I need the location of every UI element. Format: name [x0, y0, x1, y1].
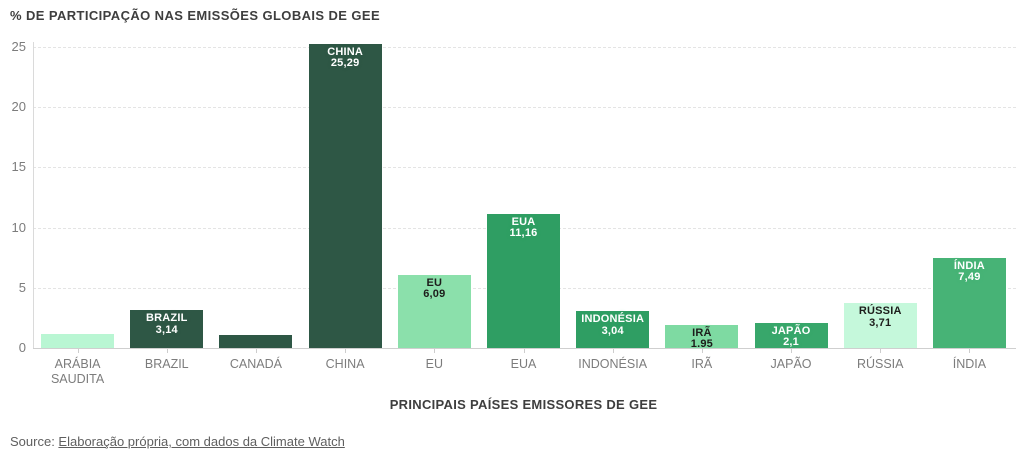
y-tick-label: 25	[11, 39, 26, 54]
bar-number-line: 1.95	[690, 338, 713, 351]
bar-number-line: 6,09	[423, 288, 446, 301]
bar-name-line: EUA	[511, 215, 536, 228]
chart-title: % DE PARTICIPAÇÃO NAS EMISSÕES GLOBAIS D…	[10, 8, 381, 23]
bar	[397, 274, 471, 348]
x-tick-mark	[612, 349, 614, 353]
x-tick-label: EU	[425, 357, 443, 371]
y-tick-label: 20	[11, 99, 26, 115]
x-tick-label: ÍNDIA	[952, 357, 987, 371]
bar-name-line: ÍNDIA	[953, 259, 985, 272]
bar-name-line: JAPÃO	[771, 324, 811, 337]
gridline	[33, 47, 1016, 48]
x-tick-mark	[77, 349, 79, 353]
x-axis-line	[33, 348, 1016, 349]
bar	[487, 213, 560, 348]
bar	[219, 334, 293, 348]
bar-value-label: EUA 11,16	[475, 215, 572, 240]
x-tick-label: IRÃ	[691, 357, 713, 371]
gridline	[33, 167, 1016, 169]
x-tick-label: INDONÉSIA	[578, 357, 648, 371]
gridline	[33, 107, 1016, 109]
bar-value-label: JAPÃO 2,1	[743, 324, 840, 349]
bar	[576, 311, 650, 348]
y-tick-label: 15	[11, 159, 26, 175]
x-tick-mark	[166, 349, 168, 353]
bar-value-label: CHINA 25,29	[297, 45, 394, 70]
bar-name-line: BRAZIL	[146, 312, 188, 325]
bar-value-label: ÍNDIA 7,49	[921, 259, 1018, 284]
bar-value-label: INDONÉSIA 3,04	[564, 314, 661, 337]
x-axis-title: PRINCIPAIS PAÍSES EMISSORES DE GEE	[389, 397, 658, 412]
x-tick-mark	[701, 349, 703, 353]
x-tick-label: JAPÃO	[770, 357, 812, 371]
bar-number-line: 3,14	[155, 323, 178, 336]
source-prefix: Source:	[10, 434, 59, 449]
x-tick-label: CHINA	[325, 357, 365, 371]
bar	[754, 322, 828, 348]
bar-name-line: RÚSSIA	[858, 305, 902, 318]
bar-number-line: 2,1	[783, 336, 799, 349]
bar	[665, 324, 739, 348]
bar	[843, 303, 917, 348]
bar-name-line: INDONÉSIA	[581, 313, 645, 326]
bar	[932, 257, 1006, 348]
bar-number-line: 7,49	[958, 271, 981, 284]
bar-number-line: 3,04	[601, 324, 624, 337]
y-tick-label: 10	[11, 219, 26, 235]
y-tick-label: 5	[18, 279, 26, 295]
bar	[130, 310, 204, 348]
x-tick-label: CANADÁ	[229, 357, 282, 371]
bar	[308, 43, 382, 348]
bar-value-label: BRAZIL 3,14	[118, 313, 215, 336]
x-tick-label: ARÁBIA SAUDITA	[50, 357, 105, 386]
bar-value-label: RÚSSIA 3,71	[832, 306, 929, 329]
x-tick-mark	[434, 349, 436, 353]
x-tick-mark	[880, 349, 882, 353]
bar-name-line: IRÃ	[692, 326, 712, 339]
source-line: Source: Elaboração própria, com dados da…	[10, 434, 345, 449]
bar-name-line: CHINA	[327, 45, 364, 58]
x-tick-label: EUA	[510, 357, 537, 371]
bar-name-line: EU	[426, 276, 443, 289]
bar-number-line: 11,16	[509, 227, 538, 240]
bar	[41, 333, 115, 348]
bar-number-line: 25,29	[330, 57, 360, 69]
y-axis-line	[33, 42, 34, 348]
x-tick-mark	[255, 349, 257, 353]
x-tick-label: BRAZIL	[144, 357, 189, 371]
x-tick-mark	[345, 349, 347, 353]
x-tick-mark	[791, 349, 793, 353]
bar-value-label: IRÃ 1.95	[653, 326, 750, 351]
x-tick-label: RÚSSIA	[856, 357, 904, 371]
y-tick-label: 0	[18, 340, 26, 355]
bar-number-line: 3,71	[869, 316, 892, 329]
bar-value-label: EU 6,09	[386, 276, 483, 301]
source-link[interactable]: Elaboração própria, com dados da Climate…	[58, 434, 345, 449]
x-tick-mark	[523, 349, 525, 353]
x-tick-mark	[969, 349, 971, 353]
